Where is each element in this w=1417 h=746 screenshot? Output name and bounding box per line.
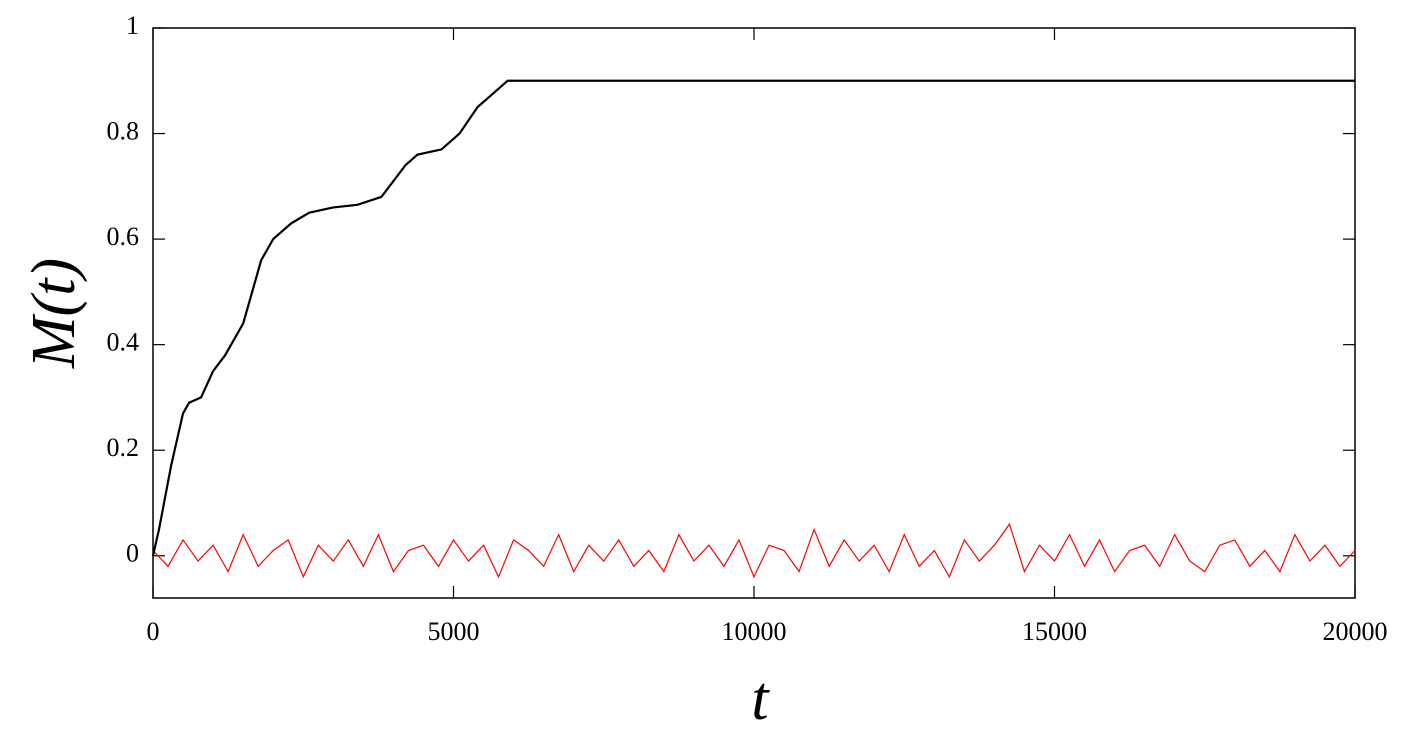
y-tick-label: 0.4 — [107, 328, 140, 357]
x-tick-label: 15000 — [1022, 617, 1087, 646]
y-tick-label: 0.2 — [107, 433, 140, 462]
y-axis-label: M(t) — [20, 258, 88, 369]
data-line — [151, 79, 1355, 557]
y-tick-label: 0.6 — [107, 222, 140, 251]
x-tick-label: 20000 — [1323, 617, 1388, 646]
data-line — [152, 522, 1356, 579]
x-tick-label: 0 — [147, 617, 160, 646]
y-tick-label: 0.8 — [107, 117, 140, 146]
x-tick-label: 5000 — [428, 617, 480, 646]
x-axis-label: t — [751, 665, 770, 733]
y-tick-label: 1 — [126, 11, 139, 40]
y-tick-label: 0 — [126, 539, 139, 568]
x-tick-label: 10000 — [722, 617, 787, 646]
plot-frame — [152, 27, 1356, 599]
